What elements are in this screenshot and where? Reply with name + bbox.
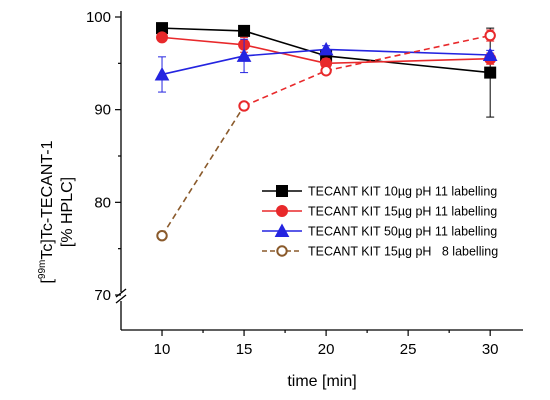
- series-layer: [154, 22, 498, 242]
- series-1-point: [238, 24, 251, 37]
- series-1-segment: [326, 55, 491, 74]
- series-2-segment: [161, 36, 245, 46]
- series-2-point: [156, 31, 169, 44]
- x-tick-label-10: 10: [154, 341, 171, 358]
- legend: TECANT KIT 10µg pH 11 labelling TECANT KI…: [262, 185, 498, 259]
- series-3-point: [482, 47, 498, 61]
- series-3-point: [318, 41, 334, 56]
- series-4-segment: [161, 105, 245, 237]
- series-3-point: [236, 48, 252, 62]
- y-axis-title-line2: [% HPLC]: [59, 177, 76, 247]
- legend-label-4: TECANT KIT 15µg pH 8 labelling: [308, 245, 498, 259]
- series-1-segment: [243, 30, 327, 57]
- series-1-point: [484, 66, 497, 79]
- x-tick-label-20: 20: [318, 341, 335, 358]
- y-tick-label-90: 90: [94, 102, 111, 119]
- legend-label-2: TECANT KIT 15µg pH 11 labelling: [308, 205, 497, 219]
- series-3-point: [154, 66, 170, 81]
- y-tick-label-100: 100: [86, 9, 111, 26]
- y-axis-title: [99mTc]Tc-TECANT-1 [% HPLC]: [37, 140, 76, 283]
- series-3: [154, 38, 498, 93]
- x-tick-label-30: 30: [482, 341, 499, 358]
- y-tick-label-70: 70: [94, 287, 111, 304]
- series-4-point: [156, 229, 168, 242]
- legend-marker-1: [276, 185, 288, 197]
- svg-text:[99mTc]Tc-TECANT-1: [99mTc]Tc-TECANT-1: [37, 140, 56, 283]
- series-4-point: [238, 100, 250, 112]
- y-axis-break-mark-2: [115, 294, 127, 304]
- series-4-segment: [243, 70, 327, 107]
- y-tick-label-80: 80: [94, 194, 111, 211]
- x-tick-label-15: 15: [236, 341, 253, 358]
- series-4-point: [484, 29, 496, 42]
- y-axis-break-mark-1: [115, 288, 127, 298]
- legend-label-1: TECANT KIT 10µg pH 11 labelling: [308, 185, 497, 199]
- series-3-segment: [326, 48, 491, 56]
- series-2-segment: [243, 44, 327, 65]
- legend-label-3: TECANT KIT 50µg pH 11 labelling: [308, 225, 497, 239]
- series-4: [156, 29, 496, 242]
- series-4-segment: [325, 34, 491, 72]
- series-3-segment: [161, 55, 245, 76]
- legend-marker-4: [276, 245, 288, 257]
- y-axis-title-pre: [: [39, 279, 56, 284]
- x-tick-label-25: 25: [400, 341, 417, 358]
- series-2-segment: [326, 57, 491, 65]
- y-axis-title-post: Tc]Tc-TECANT-1: [39, 140, 56, 259]
- x-axis-title: time [min]: [287, 373, 356, 390]
- y-axis-title-sup: 99m: [37, 260, 48, 279]
- series-4-point: [320, 65, 332, 77]
- legend-marker-2: [276, 205, 288, 217]
- series-1-segment: [161, 27, 245, 32]
- axes: 70 80 90 100 10 15 20 25 30: [86, 9, 523, 358]
- series-3-segment: [243, 48, 327, 57]
- legend-marker-3: [274, 223, 290, 237]
